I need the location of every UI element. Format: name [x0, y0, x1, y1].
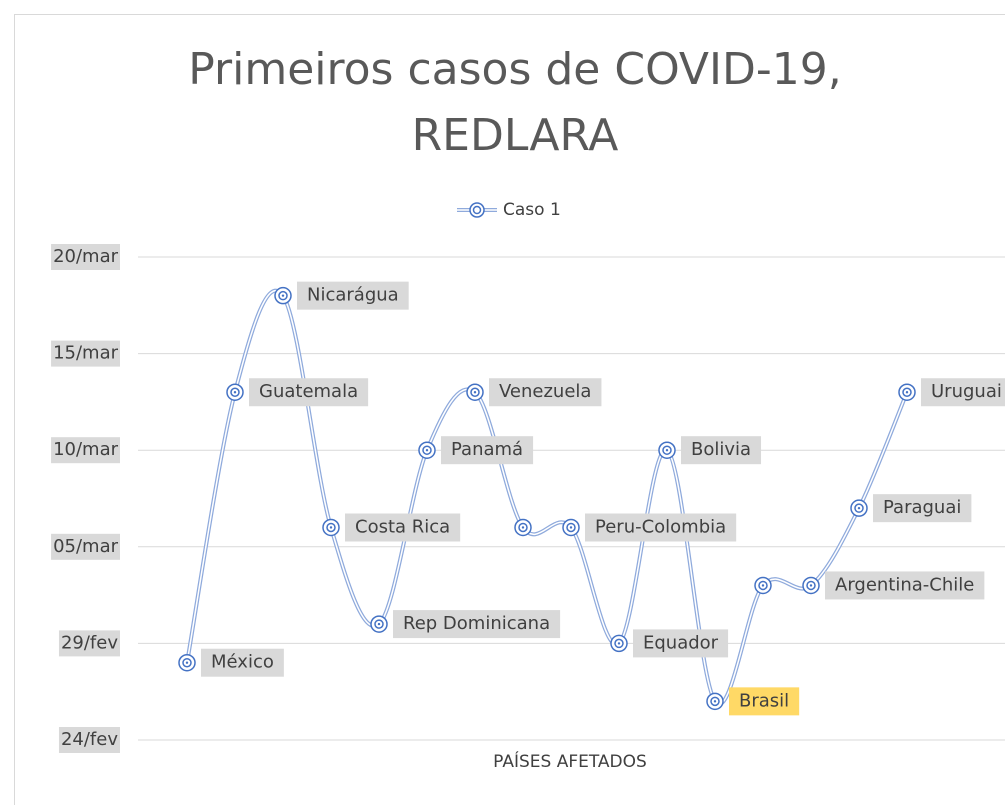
data-label: Costa Rica	[355, 516, 450, 537]
marker-dot	[809, 584, 813, 587]
marker	[850, 499, 868, 517]
marker-inner	[518, 522, 528, 533]
legend-label: Caso 1	[503, 200, 561, 220]
y-tick-label: 10/mar	[53, 439, 119, 460]
y-tick-label: 20/mar	[53, 246, 119, 267]
marker-inner	[710, 696, 720, 707]
marker-inner	[566, 522, 576, 533]
marker-dot	[665, 449, 669, 452]
data-label: Nicarágua	[307, 285, 399, 306]
marker-inner	[230, 387, 240, 397]
marker-inner	[614, 638, 624, 649]
marker-inner	[278, 290, 288, 301]
marker-dot	[377, 622, 381, 626]
data-label: Argentina-Chile	[835, 574, 974, 595]
marker-dot	[617, 642, 621, 645]
data-label: Panamá	[451, 439, 523, 460]
y-tick-label-bg	[51, 244, 120, 270]
data-label-bg	[441, 436, 534, 465]
data-label: Paraguai	[883, 497, 961, 518]
y-tick-label: 15/mar	[53, 343, 119, 364]
marker-dot	[905, 391, 909, 394]
marker-inner	[758, 580, 768, 591]
chart-subtitle: REDLARA	[412, 110, 619, 161]
marker	[802, 576, 820, 595]
marker-dot	[233, 391, 237, 394]
data-label: Equador	[643, 632, 719, 653]
y-tick-label: 24/fev	[61, 729, 118, 750]
data-label-bg	[921, 378, 1005, 407]
data-label: Uruguai	[931, 381, 1002, 402]
legend-marker-inner	[472, 205, 482, 215]
marker-inner	[422, 445, 432, 455]
y-tick-label-bg	[58, 727, 120, 753]
marker	[562, 518, 580, 537]
data-label: Rep Dominicana	[403, 613, 550, 634]
marker-inner	[326, 522, 336, 533]
data-label-bg	[201, 648, 284, 677]
data-label-bg	[633, 629, 729, 658]
marker-inner	[182, 657, 192, 668]
data-label-bg	[681, 436, 762, 465]
marker	[418, 441, 436, 459]
marker	[322, 518, 340, 537]
marker	[226, 383, 244, 401]
marker-dot	[857, 506, 861, 510]
y-tick-label-bg	[51, 437, 120, 464]
y-tick-label-bg	[51, 340, 120, 367]
marker	[274, 286, 292, 305]
marker	[658, 441, 676, 459]
marker-dot	[473, 391, 477, 394]
marker-inner	[662, 445, 672, 455]
marker-dot	[329, 526, 333, 529]
data-label-bg	[249, 378, 369, 407]
chart-title: Primeiros casos de COVID-19,	[188, 44, 841, 95]
chart-frame	[14, 14, 1005, 805]
marker	[754, 576, 772, 595]
data-label: Guatemala	[259, 381, 358, 402]
marker	[178, 653, 196, 672]
marker-dot	[185, 661, 189, 664]
marker-inner	[854, 503, 864, 513]
marker	[706, 692, 724, 711]
marker-dot	[761, 584, 765, 587]
y-tick-label: 05/mar	[53, 536, 119, 557]
data-label: Peru-Colombia	[595, 516, 726, 537]
marker-dot	[569, 526, 573, 529]
data-label-bg	[345, 513, 461, 542]
marker-dot	[281, 294, 285, 297]
data-label: México	[211, 652, 274, 673]
marker	[514, 518, 532, 537]
x-axis-title: PAÍSES AFETADOS	[493, 750, 647, 772]
marker	[898, 383, 916, 401]
marker-inner	[806, 580, 816, 591]
data-label-bg	[297, 281, 409, 310]
marker	[466, 383, 484, 401]
data-label-bg	[825, 571, 985, 600]
data-label-bg	[585, 513, 737, 542]
data-label: Brasil	[739, 690, 789, 711]
data-label-bg	[489, 378, 602, 407]
data-label-bg	[873, 494, 972, 523]
data-label-bg	[393, 610, 561, 639]
data-label: Bolivia	[691, 439, 751, 460]
data-label: Venezuela	[499, 381, 591, 402]
marker-dot	[713, 700, 717, 703]
data-label-bg	[729, 687, 800, 716]
marker-inner	[902, 387, 912, 397]
marker-dot	[425, 449, 429, 452]
marker	[370, 615, 388, 633]
y-tick-label: 29/fev	[61, 632, 118, 653]
marker-inner	[374, 619, 384, 629]
y-tick-label-bg	[58, 630, 120, 657]
marker-dot	[521, 526, 525, 529]
y-tick-label-bg	[51, 533, 120, 560]
legend-marker	[469, 202, 485, 218]
marker-inner	[470, 387, 480, 397]
marker	[610, 634, 628, 653]
